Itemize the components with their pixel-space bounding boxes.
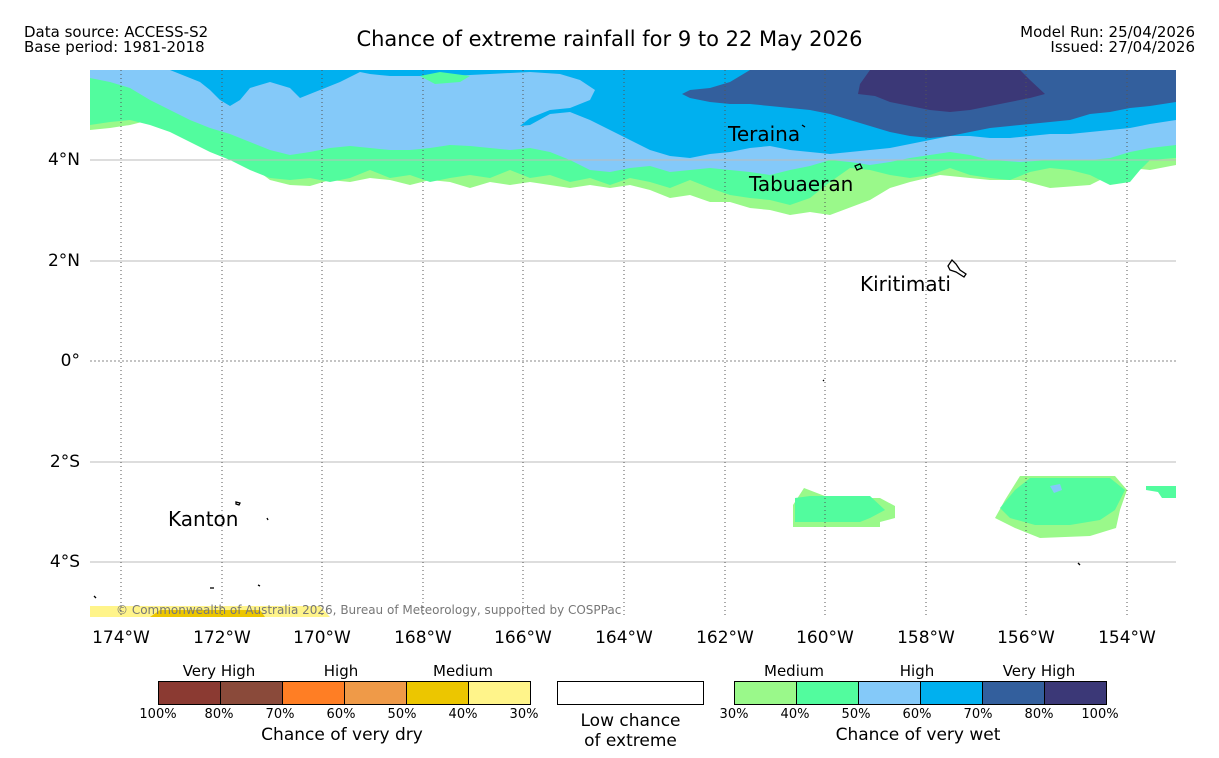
lat-label-4n: 4°N <box>47 150 80 170</box>
low-chance-line2: of extreme <box>584 731 677 751</box>
island-small-6 <box>93 595 97 599</box>
island-kanton <box>235 501 241 506</box>
model-run: Model Run: 25/04/2026 <box>1020 23 1195 41</box>
dry-tick-70: 70% <box>265 707 295 722</box>
dry-tick-40: 40% <box>448 707 478 722</box>
issued-date: Issued: 27/04/2026 <box>1050 38 1195 56</box>
dry-cat-medium: Medium <box>433 662 493 680</box>
header-right: Model Run: 25/04/2026 Issued: 27/04/2026 <box>1020 25 1195 55</box>
dry-colorbar <box>158 681 531 705</box>
wet-tick-80: 80% <box>1024 707 1054 722</box>
island-small-1 <box>266 517 269 521</box>
place-label-teraina: Teraina <box>728 122 801 146</box>
copyright-notice: © Commonwealth of Australia 2026, Bureau… <box>116 603 622 617</box>
low-chance-line1: Low chance <box>580 711 681 731</box>
wet-swatch-3 <box>858 682 920 704</box>
base-period: Base period: 1981-2018 <box>24 38 205 56</box>
wet-cat-high: High <box>899 662 935 680</box>
island-teraina <box>801 124 806 128</box>
island-small-3 <box>1077 562 1081 566</box>
wet-legend-caption: Chance of very wet <box>835 725 1001 745</box>
lon-label-172w: 172°W <box>193 628 251 648</box>
wet-tick-50: 50% <box>841 707 871 722</box>
dry-swatch-2 <box>220 682 282 704</box>
dry-swatch-1 <box>159 682 220 704</box>
header-left: Data source: ACCESS-S2 Base period: 1981… <box>24 25 208 55</box>
island-outlines <box>93 124 1081 599</box>
wet-patch-south-1-inner <box>795 496 885 522</box>
data-source: Data source: ACCESS-S2 <box>24 23 209 41</box>
lat-label-2n: 2°N <box>47 251 80 271</box>
low-chance-label: Low chance of extreme <box>557 711 704 751</box>
wet-swatch-2 <box>796 682 858 704</box>
lon-label-162w: 162°W <box>696 628 754 648</box>
lon-label-166w: 166°W <box>494 628 552 648</box>
wet-swatch-5 <box>982 682 1044 704</box>
island-small-2 <box>822 379 825 382</box>
dry-cat-very-high: Very High <box>182 662 256 680</box>
lat-label-0: 0° <box>60 351 80 371</box>
dry-tick-80: 80% <box>204 707 234 722</box>
lon-label-158w: 158°W <box>897 628 955 648</box>
wet-colorbar <box>734 681 1107 705</box>
wet-cat-medium: Medium <box>764 662 824 680</box>
wet-cat-very-high: Very High <box>1002 662 1076 680</box>
lon-label-160w: 160°W <box>796 628 854 648</box>
lon-label-168w: 168°W <box>394 628 452 648</box>
dry-swatch-4 <box>344 682 406 704</box>
wet-tick-40: 40% <box>780 707 810 722</box>
dry-tick-100: 100% <box>139 707 177 722</box>
wet-swatch-1 <box>735 682 796 704</box>
place-label-kanton: Kanton <box>168 507 239 531</box>
dry-swatch-5 <box>406 682 468 704</box>
wet-spot-south <box>1050 484 1062 493</box>
dry-tick-50: 50% <box>387 707 417 722</box>
island-tabuaeran <box>854 163 863 171</box>
dry-patch-south-core <box>150 610 265 617</box>
lat-label-2s: 2°S <box>49 452 80 472</box>
rainfall-map <box>90 70 1176 617</box>
wet-swatch-4 <box>920 682 982 704</box>
dry-tick-30: 30% <box>509 707 539 722</box>
dry-swatch-6 <box>468 682 530 704</box>
place-label-kiritimati: Kiritimati <box>860 272 951 296</box>
island-kiritimati <box>947 258 967 278</box>
wet-tick-100: 100% <box>1081 707 1119 722</box>
place-label-tabuaeran: Tabuaeran <box>749 172 854 196</box>
dry-legend-caption: Chance of very dry <box>261 725 423 745</box>
page-title: Chance of extreme rainfall for 9 to 22 M… <box>356 27 863 51</box>
lon-label-164w: 164°W <box>595 628 653 648</box>
lat-label-4s: 4°S <box>49 552 80 572</box>
lon-label-154w: 154°W <box>1098 628 1156 648</box>
wet-swatch-6 <box>1044 682 1106 704</box>
parallels <box>90 159 1176 563</box>
wet-zone-80-100 <box>858 70 1045 112</box>
wet-tick-60: 60% <box>902 707 932 722</box>
dry-swatch-3 <box>282 682 344 704</box>
low-chance-swatch <box>557 681 704 705</box>
dry-cat-high: High <box>323 662 359 680</box>
dry-tick-60: 60% <box>326 707 356 722</box>
lon-label-174w: 174°W <box>92 628 150 648</box>
wet-spot-north <box>420 72 470 84</box>
wet-patch-south-2-inner <box>1000 478 1125 525</box>
map-svg <box>90 70 1176 617</box>
wet-tick-30: 30% <box>719 707 749 722</box>
lon-label-156w: 156°W <box>997 628 1055 648</box>
island-small-5 <box>257 584 261 587</box>
wet-patch-south-3 <box>1146 486 1176 498</box>
lon-label-170w: 170°W <box>293 628 351 648</box>
wet-tick-70: 70% <box>963 707 993 722</box>
